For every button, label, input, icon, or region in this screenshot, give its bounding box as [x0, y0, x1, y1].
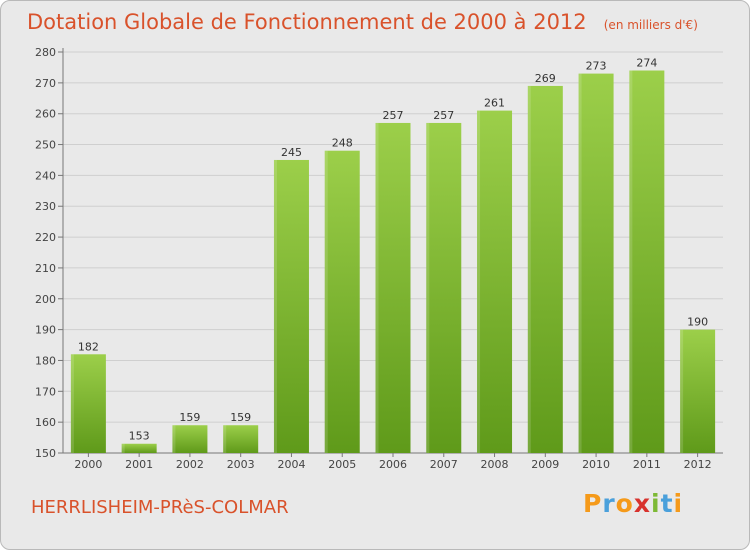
- bar-highlight: [477, 110, 481, 453]
- commune-name: HERRLISHEIM-PRèS-COLMAR: [31, 497, 289, 518]
- y-tick-label: 150: [35, 447, 56, 460]
- logo-letter: P: [583, 489, 603, 518]
- title-text: Dotation Globale de Fonctionnement de 20…: [27, 10, 587, 34]
- data-label: 153: [129, 430, 150, 443]
- data-label: 261: [484, 97, 505, 110]
- bar: [578, 73, 614, 453]
- x-tick-label: 2004: [277, 458, 305, 471]
- data-label: 159: [230, 411, 251, 424]
- logo-letter: i: [651, 489, 661, 518]
- y-tick-label: 280: [35, 46, 56, 59]
- y-tick-label: 230: [35, 200, 56, 213]
- proxiti-logo: Proxiti: [583, 489, 683, 518]
- x-tick-label: 2005: [328, 458, 356, 471]
- y-tick-label: 190: [35, 324, 56, 337]
- x-tick-label: 2007: [430, 458, 458, 471]
- bar-highlight: [578, 73, 582, 453]
- logo-letter: x: [633, 489, 651, 518]
- bar-highlight: [223, 425, 227, 453]
- data-label: 273: [586, 60, 607, 73]
- data-label: 190: [687, 316, 708, 329]
- x-tick-label: 2000: [74, 458, 102, 471]
- bar-highlight: [172, 425, 176, 453]
- logo-letter: i: [673, 489, 684, 518]
- bar: [477, 110, 513, 453]
- y-tick-label: 170: [35, 385, 56, 398]
- x-tick-label: 2008: [481, 458, 509, 471]
- x-tick-label: 2001: [125, 458, 153, 471]
- data-label: 182: [78, 340, 99, 353]
- data-label: 245: [281, 146, 302, 159]
- data-label: 257: [433, 109, 454, 122]
- bar-highlight: [375, 122, 379, 453]
- x-tick-label: 2003: [227, 458, 255, 471]
- bar-highlight: [273, 159, 277, 453]
- axes: 150 160 170 180 190 200 210 220 230 240 250 260 270 2…: [35, 46, 723, 471]
- y-tick-label: 220: [35, 231, 56, 244]
- logo-letter: o: [615, 489, 634, 518]
- bar-highlight: [629, 70, 633, 453]
- data-label: 159: [179, 411, 200, 424]
- y-tick-label: 180: [35, 354, 56, 367]
- x-tick-label: 2002: [176, 458, 204, 471]
- bar: [172, 425, 208, 453]
- bar: [527, 85, 563, 453]
- logo-letter: t: [660, 489, 674, 518]
- bar-highlight: [527, 85, 531, 453]
- y-tick-label: 200: [35, 293, 56, 306]
- value-labels: 182 153 159 159 245 248 257 257 261 269 273 274 190: [78, 57, 708, 443]
- bar: [273, 159, 309, 453]
- data-label: 257: [383, 109, 404, 122]
- y-tick-label: 250: [35, 139, 56, 152]
- bar-highlight: [426, 122, 430, 453]
- x-tick-label: 2010: [582, 458, 610, 471]
- y-tick-label: 160: [35, 416, 56, 429]
- x-tick-label: 2011: [633, 458, 661, 471]
- data-label: 269: [535, 72, 556, 85]
- bar: [324, 150, 360, 453]
- bar: [375, 122, 411, 453]
- bars: [70, 70, 716, 453]
- bar-highlight: [324, 150, 328, 453]
- x-tick-label: 2012: [684, 458, 712, 471]
- title-unit: (en milliers d'€): [603, 18, 698, 32]
- y-tick-label: 240: [35, 169, 56, 182]
- y-tick-label: 210: [35, 262, 56, 275]
- bar: [680, 329, 716, 453]
- bar: [121, 443, 157, 453]
- logo-letter: r: [602, 489, 616, 518]
- data-label: 274: [636, 57, 657, 70]
- x-tick-label: 2006: [379, 458, 407, 471]
- y-tick-label: 260: [35, 108, 56, 121]
- bar-highlight: [680, 329, 684, 453]
- y-tick-label: 270: [35, 77, 56, 90]
- bar-highlight: [70, 354, 74, 453]
- bar: [70, 354, 106, 453]
- chart-title: Dotation Globale de Fonctionnement de 20…: [27, 10, 698, 34]
- data-label: 248: [332, 137, 353, 150]
- bar: [629, 70, 665, 453]
- bar-highlight: [121, 443, 125, 453]
- x-tick-label: 2009: [531, 458, 559, 471]
- bar: [426, 122, 462, 453]
- bar: [223, 425, 259, 453]
